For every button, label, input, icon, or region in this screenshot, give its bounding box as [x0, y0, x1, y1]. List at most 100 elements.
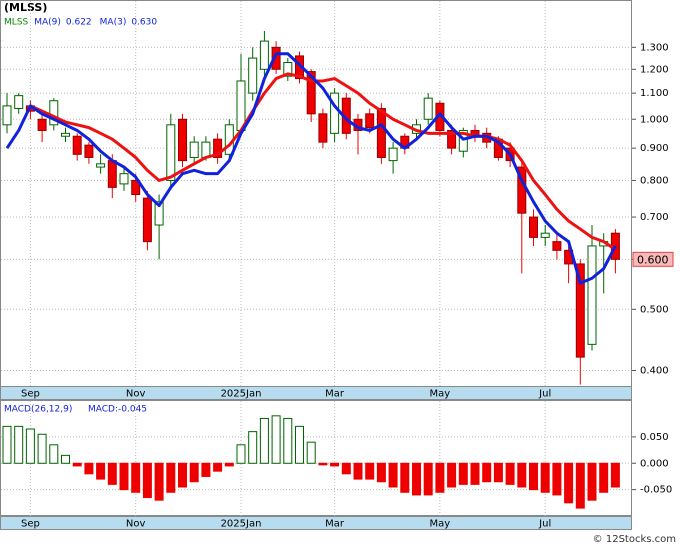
y-tick-label: -0.050 [640, 485, 672, 496]
candle-body [306, 71, 316, 115]
macd-bar [587, 462, 597, 501]
x-tick-label: Nov [126, 389, 146, 400]
candle-body [552, 241, 562, 251]
y-tick-label: 1.000 [640, 114, 669, 125]
ma-line [29, 72, 617, 251]
macd-bar [564, 462, 574, 504]
y-tick-label: 1.200 [640, 64, 669, 75]
candle-body [14, 95, 24, 110]
macd-bar [376, 462, 386, 483]
candle-body [49, 100, 59, 126]
macd-bar [493, 462, 503, 483]
x-tick-label: Sep [21, 519, 40, 530]
macd-title: MACD(26,12,9) [4, 405, 72, 415]
macd-bar [72, 462, 82, 467]
macd-bar [37, 433, 47, 464]
macd-bar [295, 425, 304, 464]
candle-body [189, 141, 199, 158]
candle-body [540, 232, 550, 238]
candle-body [388, 147, 398, 162]
macd-bar [178, 462, 187, 488]
candle-body [587, 245, 597, 345]
candle-body [142, 197, 152, 243]
macd-bar [505, 462, 515, 485]
y-tick-label: 0.050 [640, 432, 669, 443]
candle-body [61, 132, 70, 137]
macd-bar [447, 462, 457, 488]
candle-body [166, 124, 176, 181]
candle-body [154, 201, 164, 226]
candle-body [330, 92, 340, 134]
candle-body [376, 108, 386, 158]
price-label: 0.600 [637, 253, 669, 266]
candle-body [423, 97, 433, 120]
macd-bar [236, 444, 246, 464]
macd-bar [2, 425, 12, 464]
macd-bar [119, 462, 129, 491]
macd-bar [142, 462, 152, 499]
x-tick-label: Sep [21, 389, 40, 400]
candle-body [213, 138, 223, 158]
macd-bar [306, 441, 316, 464]
x-tick-label: Mar [325, 519, 345, 530]
macd-bar [107, 462, 117, 485]
chart-title: (MLSS) [4, 1, 47, 14]
x-tick-label: Jul [538, 389, 551, 400]
macd-bar [400, 462, 410, 493]
x-tick-label: May [430, 389, 451, 400]
macd-bar [552, 462, 562, 496]
y-tick-label: 0.400 [640, 365, 669, 376]
x-tick-label: 2025Jan [221, 519, 262, 530]
macd-bar [412, 462, 421, 496]
candle-body [248, 57, 258, 94]
y-tick-label: 0.900 [640, 143, 669, 154]
candle-body [283, 62, 293, 77]
macd-bar [599, 462, 609, 493]
macd-label: MACD:-0.045 [88, 405, 147, 415]
macd-bar [189, 462, 199, 483]
ma-line [5, 52, 617, 285]
macd-bar [388, 462, 398, 488]
macd-bar [435, 462, 445, 493]
macd-bar [131, 462, 141, 493]
y-tick-label: 0.500 [640, 304, 669, 315]
y-tick-label: 0.700 [640, 212, 669, 223]
candle-body [131, 179, 141, 196]
candle-body [458, 129, 468, 152]
macd-bar [353, 462, 363, 480]
macd-bar [271, 415, 281, 464]
macd-panel [0, 400, 632, 516]
y-tick-label: 1.300 [640, 42, 669, 53]
x-tick-label: Jul [538, 519, 551, 530]
macd-bar [365, 462, 375, 480]
macd-bar [201, 462, 211, 477]
candle-body [107, 160, 117, 188]
macd-bar [318, 462, 328, 466]
macd-bar [341, 462, 351, 475]
macd-bar [517, 462, 527, 488]
macd-bar [423, 462, 433, 496]
macd-bar [470, 462, 480, 485]
candle-body [72, 135, 82, 155]
candle-body [447, 129, 457, 149]
legend-value: 0.630 [131, 18, 157, 28]
macd-bar [482, 462, 492, 483]
x-tick-label: Nov [126, 519, 146, 530]
legend-name: MA(3) [100, 18, 127, 28]
candle-body [119, 173, 129, 185]
x-tick-label: May [430, 519, 451, 530]
macd-bar [84, 462, 94, 475]
x-tick-label: Mar [325, 389, 345, 400]
footer: © 12Stocks.com [593, 534, 676, 545]
candle-body [365, 113, 375, 129]
macd-bar [14, 425, 24, 464]
candle-body [37, 118, 47, 131]
macd-bar [248, 431, 258, 464]
macd-bar [154, 462, 164, 501]
candle-body [271, 46, 281, 70]
macd-bar [49, 444, 59, 464]
macd-bar [575, 462, 585, 509]
macd-bar [283, 417, 293, 464]
